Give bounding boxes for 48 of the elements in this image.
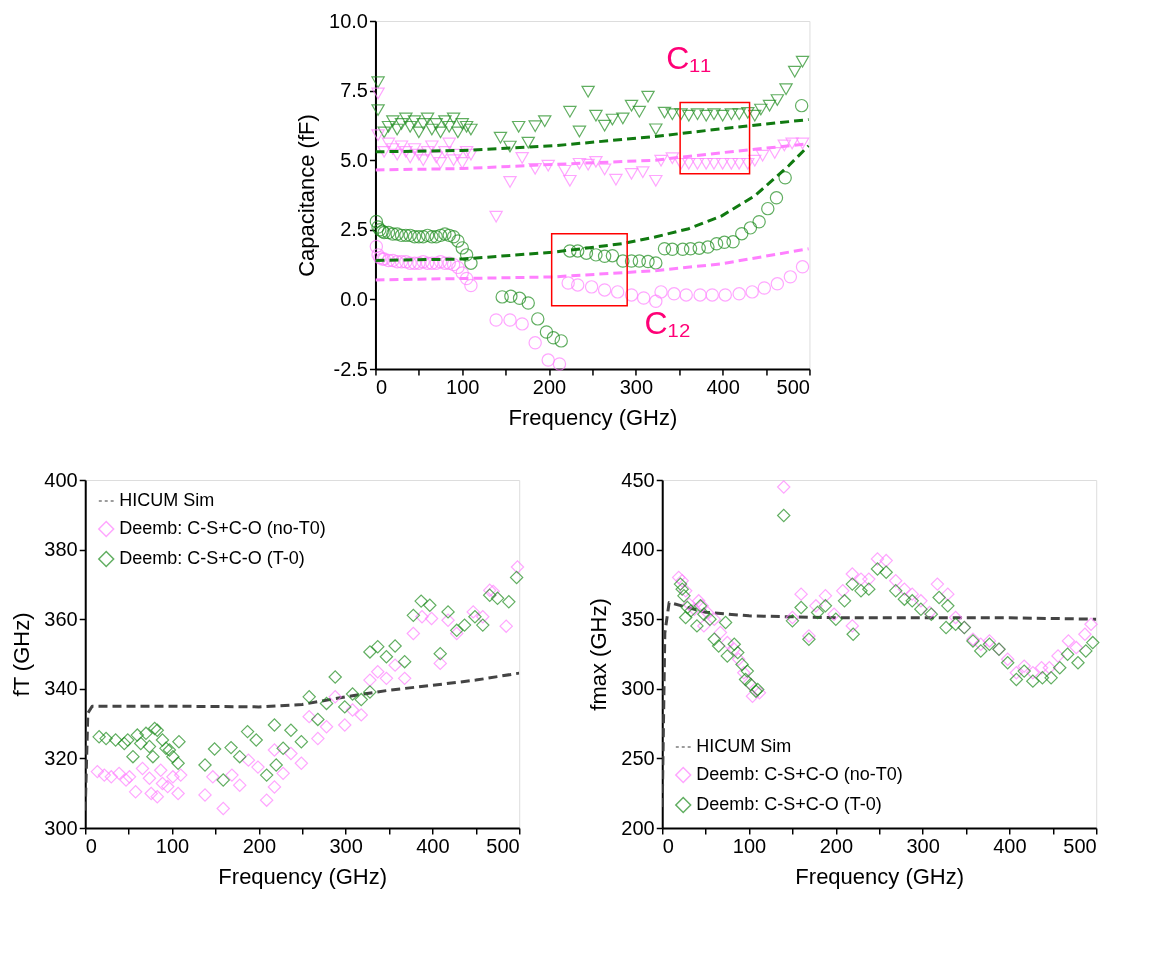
x-tick-label: 0 [375,375,388,398]
x-tick-label: 500 [1063,834,1097,857]
annotation: C₁₁ [666,39,711,76]
y-tick-label: 10.0 [329,9,368,32]
y-tick-label: 320 [44,746,78,769]
x-axis-title: Frequency (GHz) [508,404,678,430]
y-tick-label: 300 [44,816,78,839]
y-axis-title: fT (GHz) [9,612,35,697]
x-tick-label: 100 [446,375,480,398]
y-tick-label: 350 [621,607,655,630]
y-tick-label: 380 [44,538,78,561]
x-tick-label: 0 [662,834,674,857]
x-tick-label: 200 [819,834,854,857]
y-tick-label: -2.5 [333,357,368,380]
y-tick-label: 400 [621,538,655,561]
legend-label: HICUM Sim [696,736,792,756]
x-tick-label: 500 [486,834,520,857]
y-tick-label: 400 [44,468,78,491]
legend-label: Deemb: C-S+C-O (no-T0) [696,764,903,784]
x-tick-label: 100 [732,834,767,857]
x-tick-label: 200 [242,834,277,857]
x-axis-title: Frequency (GHz) [795,863,965,889]
y-tick-label: 360 [44,607,78,630]
x-tick-label: 500 [776,375,810,398]
y-tick-label: 2.5 [340,218,368,241]
x-tick-label: 400 [993,834,1027,857]
legend-label: HICUM Sim [119,490,215,510]
annotation: C₁₂ [644,305,691,342]
x-tick-label: 100 [155,834,190,857]
y-tick-label: 0.0 [340,287,368,310]
x-tick-label: 200 [532,375,567,398]
y-tick-label: 7.5 [340,79,368,102]
y-tick-label: 5.0 [340,148,368,171]
x-tick-label: 400 [706,375,740,398]
legend-label: Deemb: C-S+C-O (T-0) [696,794,882,814]
y-tick-label: 340 [44,677,78,700]
x-tick-label: 0 [85,834,97,857]
y-tick-label: 300 [621,677,655,700]
x-axis-title: Frequency (GHz) [218,863,388,889]
x-tick-label: 400 [416,834,450,857]
y-tick-label: 200 [621,816,655,839]
y-axis-title: Capacitance (fF) [294,114,320,277]
y-axis-title: fmax (GHz) [586,598,612,711]
y-tick-label: 450 [621,468,655,491]
legend-label: Deemb: C-S+C-O (no-T0) [119,518,326,538]
x-tick-label: 300 [906,834,940,857]
legend-label: Deemb: C-S+C-O (T-0) [119,548,305,568]
y-tick-label: 250 [621,746,655,769]
